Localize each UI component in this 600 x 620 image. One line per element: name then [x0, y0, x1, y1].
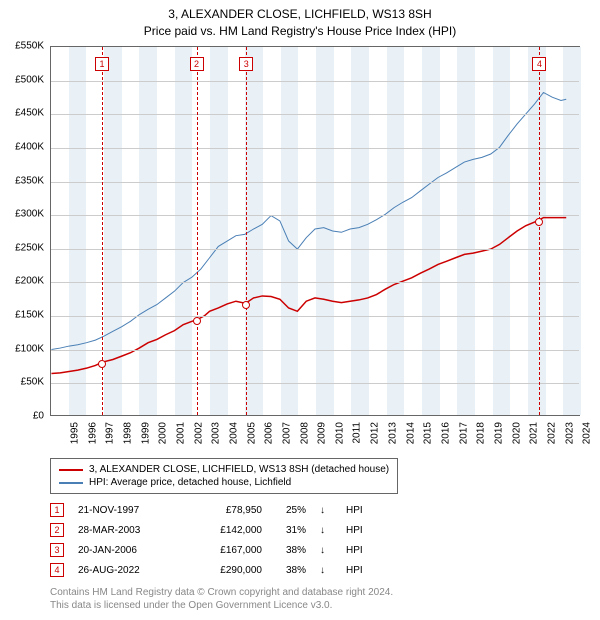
y-axis-label: £200K [0, 276, 44, 287]
x-axis-label: 2011 [351, 422, 362, 444]
transaction-ref: HPI [346, 505, 366, 516]
down-arrow-icon: ↓ [320, 545, 332, 556]
legend-label: HPI: Average price, detached house, Lich… [89, 477, 291, 488]
transaction-pct: 25% [276, 505, 306, 516]
legend: 3, ALEXANDER CLOSE, LICHFIELD, WS13 8SH … [50, 458, 398, 494]
x-axis-label: 2016 [440, 422, 451, 444]
x-axis-label: 2006 [264, 422, 275, 444]
x-axis-label: 2001 [175, 422, 186, 444]
footer-line2: This data is licensed under the Open Gov… [50, 599, 393, 612]
x-axis-label: 2023 [564, 422, 575, 444]
legend-item: HPI: Average price, detached house, Lich… [59, 476, 389, 489]
y-axis-label: £450K [0, 108, 44, 119]
x-axis-label: 2024 [582, 422, 593, 444]
x-axis-label: 2018 [476, 422, 487, 444]
transaction-date: 20-JAN-2006 [78, 545, 178, 556]
legend-label: 3, ALEXANDER CLOSE, LICHFIELD, WS13 8SH … [89, 464, 389, 475]
marker-dot [242, 301, 250, 309]
x-axis-label: 1999 [140, 422, 151, 444]
legend-item: 3, ALEXANDER CLOSE, LICHFIELD, WS13 8SH … [59, 463, 389, 476]
x-axis-label: 2002 [193, 422, 204, 444]
footer-attribution: Contains HM Land Registry data © Crown c… [50, 586, 393, 612]
transaction-row: 2 28-MAR-2003 £142,000 31% ↓ HPI [50, 520, 366, 540]
series-line [51, 92, 566, 349]
marker-dot [193, 317, 201, 325]
transaction-row: 4 26-AUG-2022 £290,000 38% ↓ HPI [50, 560, 366, 580]
transaction-marker: 2 [50, 523, 64, 537]
down-arrow-icon: ↓ [320, 565, 332, 576]
transaction-price: £78,950 [192, 505, 262, 516]
transaction-date: 21-NOV-1997 [78, 505, 178, 516]
marker-label: 2 [190, 57, 204, 71]
y-axis-label: £300K [0, 209, 44, 220]
x-axis-label: 2012 [370, 422, 381, 444]
x-axis-label: 2004 [228, 422, 239, 444]
y-axis-label: £50K [0, 377, 44, 388]
y-axis-label: £350K [0, 175, 44, 186]
plot-area: 1 2 3 4 [50, 46, 580, 416]
x-axis-label: 2020 [511, 422, 522, 444]
down-arrow-icon: ↓ [320, 505, 332, 516]
marker-label: 1 [95, 57, 109, 71]
x-axis-label: 2015 [423, 422, 434, 444]
x-axis-label: 2003 [211, 422, 222, 444]
marker-dot [535, 218, 543, 226]
transactions-table: 1 21-NOV-1997 £78,950 25% ↓ HPI 2 28-MAR-2003 £1… [50, 500, 366, 580]
transaction-price: £290,000 [192, 565, 262, 576]
chart-container: { "title": { "line1": "3, ALEXANDER CLOS… [0, 0, 600, 620]
y-axis-label: £100K [0, 343, 44, 354]
transaction-date: 26-AUG-2022 [78, 565, 178, 576]
x-axis-label: 2009 [317, 422, 328, 444]
x-axis-label: 2008 [299, 422, 310, 444]
transaction-row: 1 21-NOV-1997 £78,950 25% ↓ HPI [50, 500, 366, 520]
transaction-ref: HPI [346, 545, 366, 556]
transaction-ref: HPI [346, 565, 366, 576]
x-axis-label: 1996 [87, 422, 98, 444]
y-axis-label: £150K [0, 310, 44, 321]
chart-title-line1: 3, ALEXANDER CLOSE, LICHFIELD, WS13 8SH [0, 0, 600, 23]
legend-swatch [59, 469, 83, 471]
marker-label: 3 [239, 57, 253, 71]
transaction-pct: 31% [276, 525, 306, 536]
transaction-price: £167,000 [192, 545, 262, 556]
x-axis-label: 2019 [493, 422, 504, 444]
y-axis-label: £400K [0, 141, 44, 152]
transaction-marker: 1 [50, 503, 64, 517]
transaction-price: £142,000 [192, 525, 262, 536]
x-axis-label: 2010 [334, 422, 345, 444]
marker-label: 4 [532, 57, 546, 71]
x-axis-label: 2007 [281, 422, 292, 444]
x-axis-label: 2013 [387, 422, 398, 444]
marker-dot [98, 360, 106, 368]
transaction-marker: 3 [50, 543, 64, 557]
x-axis-label: 2017 [458, 422, 469, 444]
transaction-date: 28-MAR-2003 [78, 525, 178, 536]
transaction-pct: 38% [276, 565, 306, 576]
transaction-pct: 38% [276, 545, 306, 556]
y-axis-label: £0 [0, 411, 44, 422]
x-axis-label: 2000 [158, 422, 169, 444]
y-axis-label: £550K [0, 41, 44, 52]
footer-line1: Contains HM Land Registry data © Crown c… [50, 586, 393, 599]
y-axis-label: £250K [0, 242, 44, 253]
x-axis-label: 2005 [246, 422, 257, 444]
x-axis-label: 2021 [529, 422, 540, 444]
transaction-row: 3 20-JAN-2006 £167,000 38% ↓ HPI [50, 540, 366, 560]
x-axis-label: 1998 [122, 422, 133, 444]
chart-title-line2: Price paid vs. HM Land Registry's House … [0, 23, 600, 40]
x-axis-label: 1995 [69, 422, 80, 444]
y-axis-label: £500K [0, 74, 44, 85]
down-arrow-icon: ↓ [320, 525, 332, 536]
x-axis-label: 2022 [546, 422, 557, 444]
legend-swatch [59, 482, 83, 484]
transaction-marker: 4 [50, 563, 64, 577]
transaction-ref: HPI [346, 525, 366, 536]
x-axis-label: 1997 [105, 422, 116, 444]
x-axis-label: 2014 [405, 422, 416, 444]
